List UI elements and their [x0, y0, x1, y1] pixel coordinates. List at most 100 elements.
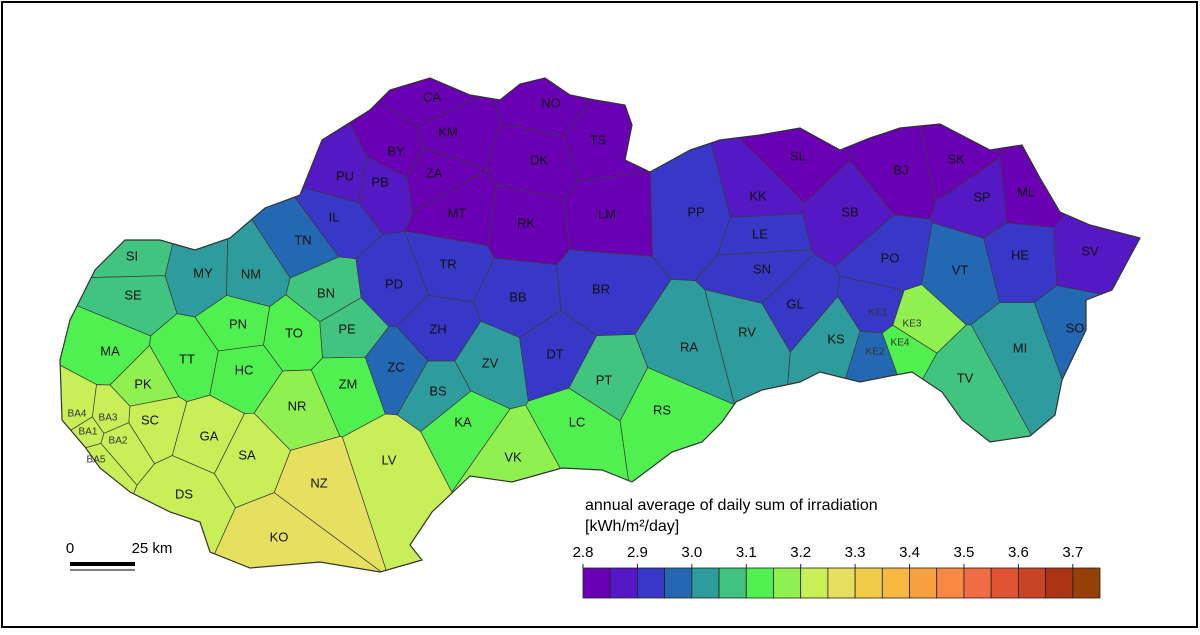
- district-label: LE: [752, 226, 768, 241]
- district-label: KE3: [903, 319, 922, 330]
- legend-tick-label: 2.9: [627, 544, 648, 561]
- district-label: TV: [957, 370, 974, 385]
- district-label: MI: [1013, 340, 1027, 355]
- district-label: BB: [509, 289, 526, 304]
- district-label: MY: [193, 265, 213, 280]
- district-label: PT: [596, 372, 613, 387]
- legend-tick-label: 3.6: [1008, 544, 1029, 561]
- legend-swatch: [609, 567, 638, 599]
- district-label: RS: [653, 402, 671, 417]
- district-label: NM: [241, 266, 261, 281]
- district-label: BA3: [99, 413, 118, 424]
- legend-tick-label: 3.3: [845, 544, 866, 561]
- district-label: SE: [124, 287, 142, 302]
- legend-swatch: [637, 567, 666, 599]
- district-label: KA: [454, 414, 472, 429]
- legend: 2.8 2.9 3.0 3.1 3.2 3.3 3.4 3.5 3.6 3.7: [573, 544, 1101, 599]
- district-label: GL: [786, 296, 803, 311]
- district-label: PK: [134, 376, 152, 391]
- legend-tick-label: 3.1: [736, 544, 757, 561]
- district: [892, 284, 967, 354]
- district-label: ZV: [482, 355, 499, 370]
- district-label: VK: [504, 449, 522, 464]
- district-label: DS: [175, 486, 193, 501]
- district-label: PN: [229, 316, 247, 331]
- district-label: PP: [687, 204, 704, 219]
- legend-swatch: [1072, 567, 1101, 599]
- legend-tick-label: 3.0: [681, 544, 702, 561]
- district-label: TO: [285, 325, 303, 340]
- district-label: SV: [1081, 243, 1099, 258]
- legend-swatch: [881, 567, 910, 599]
- district-label: HC: [235, 362, 254, 377]
- district-label: BA4: [68, 409, 87, 420]
- legend-swatch: [1045, 567, 1074, 599]
- district-label: BS: [429, 383, 447, 398]
- district-label: RV: [738, 324, 756, 339]
- district-label: MA: [100, 343, 120, 358]
- district-label: KO: [270, 529, 289, 544]
- district-label: PB: [371, 174, 388, 189]
- legend-swatch: [827, 567, 856, 599]
- district-label: BJ: [893, 162, 908, 177]
- district-label: SL: [790, 148, 806, 163]
- country-border: [59, 77, 1141, 573]
- district-label: LV: [382, 452, 397, 467]
- district-label: KE4: [891, 338, 910, 349]
- district-label: ZC: [387, 359, 404, 374]
- district-label: PO: [881, 250, 900, 265]
- district-label: VT: [952, 262, 969, 277]
- legend-swatch: [936, 567, 965, 599]
- district-label: SK: [947, 151, 965, 166]
- district-label: IL: [329, 209, 340, 224]
- legend-swatch: [909, 567, 938, 599]
- district-label: PE: [338, 321, 356, 336]
- scale-end: 25 km: [132, 540, 173, 557]
- district-label: LM: [598, 206, 616, 221]
- district-label: SC: [141, 412, 159, 427]
- legend-swatch: [691, 567, 720, 599]
- legend-swatch: [664, 567, 693, 599]
- district-label: BN: [317, 285, 335, 300]
- district-label: SN: [753, 261, 771, 276]
- district-label: RA: [680, 339, 698, 354]
- district-label: TN: [294, 232, 311, 247]
- district-label: BY: [387, 143, 405, 158]
- district: [193, 492, 406, 572]
- district-label: ZM: [339, 376, 358, 391]
- legend-tick-label: 3.4: [899, 544, 920, 561]
- legend-swatch: [745, 567, 774, 599]
- district-label: KS: [827, 331, 845, 346]
- district-label: NR: [288, 398, 307, 413]
- legend-unit: [kWh/m²/day]: [585, 518, 679, 535]
- district-label: SI: [126, 248, 138, 263]
- legend-swatch: [963, 567, 992, 599]
- district-labels: CA NO TS KM BY DK ZA MT RK LM SL BJ SK ML PB PU SP SB KK SV…: [68, 89, 1099, 544]
- district-label: HE: [1011, 247, 1029, 262]
- district-label: TS: [590, 132, 607, 147]
- legend-tick-label: 2.8: [573, 544, 594, 561]
- legend-swatch: [1017, 567, 1046, 599]
- district-label: ZA: [426, 165, 443, 180]
- district-label: MT: [448, 205, 467, 220]
- district-label: KK: [749, 188, 767, 203]
- district-label: TT: [179, 351, 195, 366]
- scale-start: 0: [66, 540, 74, 557]
- district-label: KE1: [869, 308, 888, 319]
- legend-tick-label: 3.5: [954, 544, 975, 561]
- district: [100, 422, 155, 486]
- district-label: DK: [530, 152, 548, 167]
- district-label: BA5: [87, 455, 106, 466]
- district-label: ML: [1017, 184, 1035, 199]
- district-label: RK: [517, 215, 535, 230]
- legend-title: annual average of daily sum of irradiati…: [585, 497, 878, 514]
- legend-swatch: [773, 567, 802, 599]
- district-label: ZH: [429, 321, 446, 336]
- district-label: SO: [1066, 320, 1085, 335]
- legend-swatch: [990, 567, 1019, 599]
- district-label: BA1: [79, 427, 98, 438]
- district-label: TR: [439, 256, 456, 271]
- district-label: KM: [438, 124, 458, 139]
- district-label: LC: [569, 414, 586, 429]
- legend-swatch: [582, 567, 611, 599]
